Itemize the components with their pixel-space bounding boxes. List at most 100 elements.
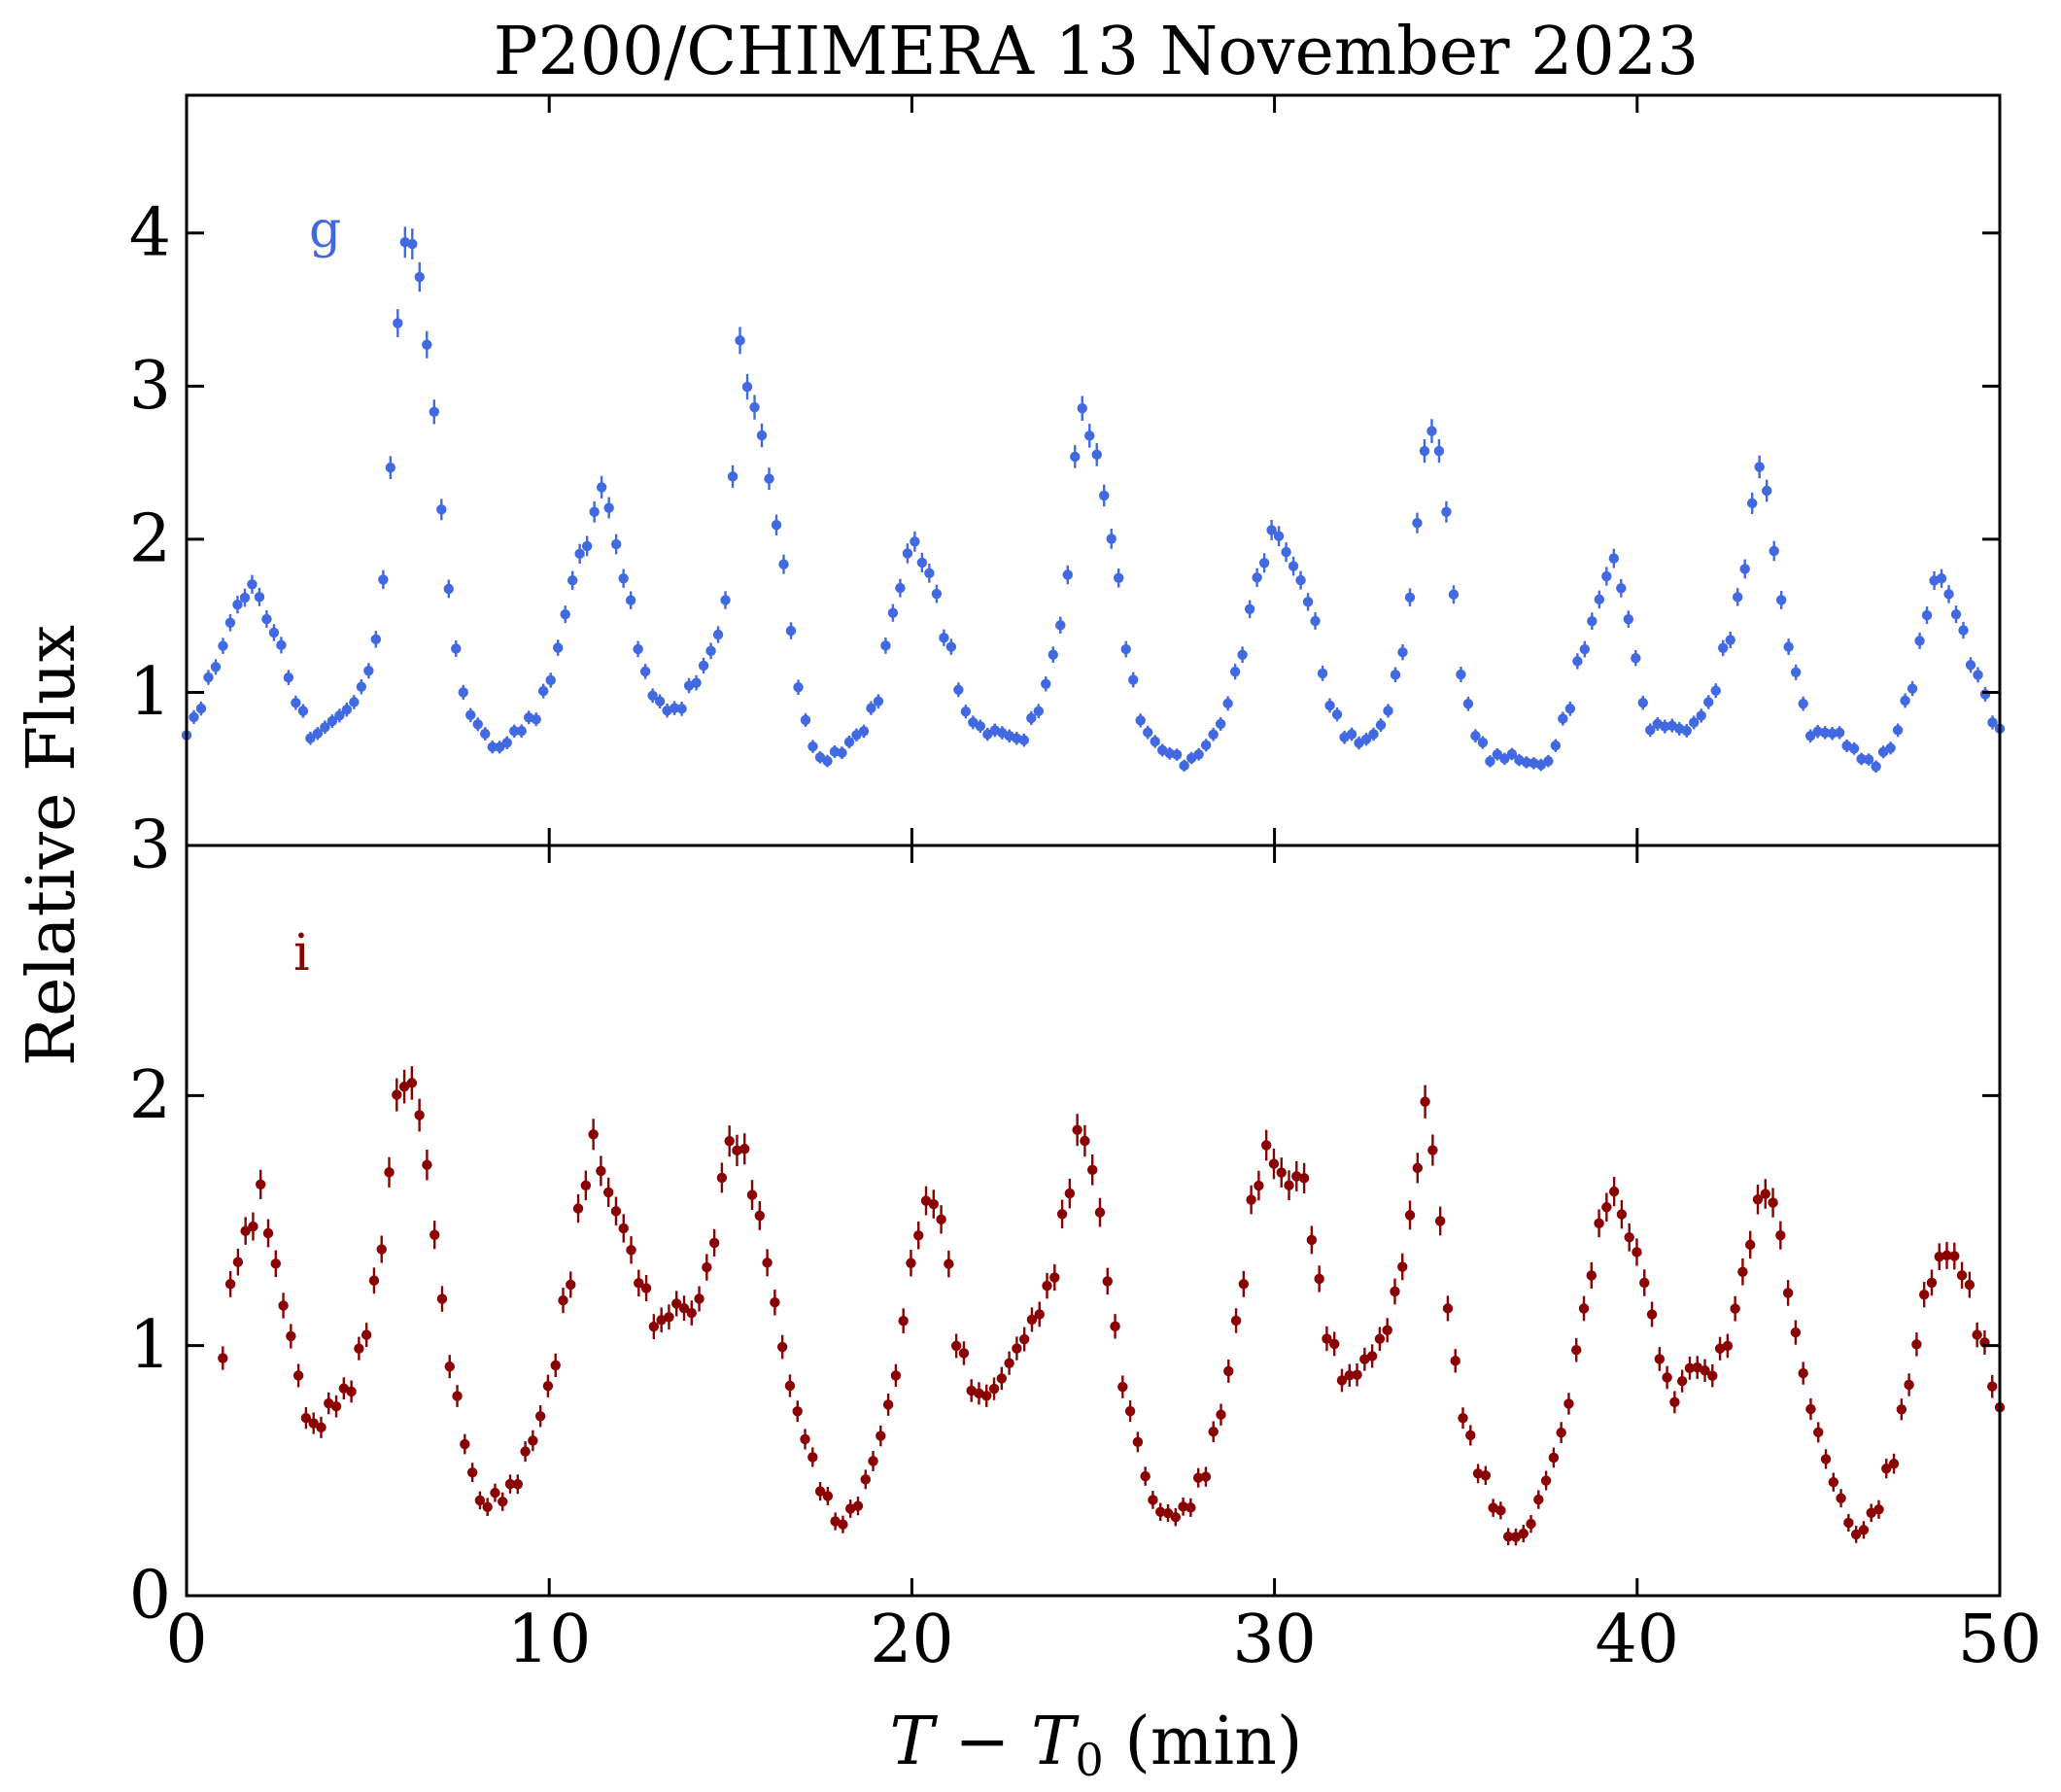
ytick-label-i-0: 0 (129, 1558, 171, 1635)
data-point-i-208 (1790, 1327, 1802, 1338)
data-point-g-212 (1725, 635, 1735, 645)
data-point-i-129 (1192, 1472, 1204, 1483)
data-point-i-185 (1616, 1209, 1628, 1220)
data-point-i-141 (1284, 1180, 1294, 1190)
data-point-g-78 (749, 401, 760, 413)
data-point-g-124 (1084, 431, 1095, 441)
data-point-g-242 (1943, 589, 1954, 600)
data-point-g-14 (283, 672, 294, 683)
data-point-g-24 (356, 681, 367, 692)
data-point-g-54 (574, 548, 585, 560)
data-point-g-73 (712, 629, 724, 640)
data-point-i-188 (1639, 1277, 1650, 1289)
data-point-i-225 (1918, 1290, 1930, 1300)
data-point-i-232 (1972, 1329, 1982, 1340)
data-point-g-57 (596, 482, 607, 493)
data-point-g-44 (501, 738, 512, 748)
data-point-i-36 (490, 1487, 500, 1499)
data-point-g-244 (1958, 625, 1969, 636)
data-point-i-25 (406, 1078, 418, 1088)
data-point-i-27 (422, 1159, 432, 1170)
data-point-g-35 (436, 504, 447, 515)
data-point-g-206 (1681, 725, 1692, 737)
data-point-i-187 (1632, 1247, 1642, 1258)
data-point-g-84 (793, 681, 804, 693)
data-point-g-136 (1171, 749, 1183, 760)
data-point-i-128 (1185, 1502, 1196, 1513)
i-band-label: i (293, 924, 310, 982)
data-point-g-166 (1390, 670, 1401, 680)
data-point-i-171 (1510, 1532, 1522, 1542)
data-point-i-229 (1949, 1251, 1960, 1261)
data-point-g-10 (254, 592, 265, 603)
data-point-i-114 (1080, 1135, 1090, 1147)
data-point-i-34 (474, 1495, 486, 1506)
data-point-g-143 (1222, 698, 1233, 709)
data-point-i-29 (436, 1293, 448, 1304)
data-point-i-55 (634, 1278, 644, 1289)
data-point-i-136 (1246, 1194, 1256, 1205)
data-point-g-7 (232, 599, 243, 610)
data-point-i-28 (429, 1229, 440, 1240)
data-point-g-192 (1579, 643, 1591, 655)
data-point-i-105 (1012, 1343, 1022, 1354)
data-point-g-6 (224, 617, 236, 628)
data-point-i-227 (1934, 1251, 1944, 1262)
data-point-g-225 (1819, 727, 1831, 739)
data-point-i-177 (1556, 1427, 1566, 1438)
data-point-i-51 (602, 1187, 614, 1198)
data-point-i-78 (807, 1452, 818, 1463)
data-point-i-57 (648, 1321, 660, 1332)
ytick-label-i-3: 3 (129, 808, 171, 884)
g-band-label: g (309, 201, 341, 259)
data-point-i-182 (1594, 1218, 1604, 1229)
data-point-i-226 (1926, 1277, 1938, 1289)
data-point-g-213 (1733, 592, 1743, 603)
data-point-g-230 (1856, 753, 1867, 765)
data-point-g-52 (560, 608, 570, 620)
data-point-i-43 (542, 1381, 554, 1392)
x-axis-label-unit: (min) (1104, 1704, 1303, 1780)
data-point-i-103 (996, 1373, 1008, 1384)
data-point-i-90 (898, 1315, 909, 1327)
data-point-g-18 (312, 728, 324, 739)
data-point-g-170 (1419, 445, 1430, 457)
data-point-g-29 (393, 318, 403, 328)
data-point-g-177 (1470, 731, 1481, 741)
data-point-i-59 (664, 1312, 674, 1323)
data-point-i-33 (466, 1466, 478, 1478)
ytick-label-i-2: 2 (129, 1057, 171, 1134)
data-point-g-214 (1739, 564, 1750, 574)
data-point-i-231 (1964, 1279, 1975, 1291)
data-point-i-180 (1578, 1303, 1590, 1314)
data-point-g-79 (756, 430, 768, 441)
ytick-label-i-1: 1 (129, 1307, 171, 1384)
data-point-g-209 (1703, 697, 1714, 707)
data-point-i-46 (566, 1279, 576, 1291)
data-point-i-201 (1737, 1266, 1748, 1277)
data-point-i-109 (1042, 1280, 1052, 1292)
data-point-g-169 (1412, 517, 1423, 529)
data-point-i-0 (218, 1353, 228, 1363)
data-point-i-74 (776, 1341, 788, 1353)
data-point-g-123 (1077, 403, 1087, 414)
data-point-i-124 (1155, 1506, 1166, 1517)
data-point-i-115 (1087, 1164, 1098, 1176)
data-point-g-245 (1965, 660, 1976, 671)
data-point-i-181 (1586, 1270, 1597, 1281)
data-point-g-221 (1790, 667, 1802, 678)
data-point-i-116 (1094, 1207, 1106, 1218)
data-point-g-178 (1477, 737, 1489, 748)
data-point-g-156 (1317, 668, 1328, 679)
data-point-g-42 (487, 741, 498, 752)
data-point-g-75 (727, 471, 739, 482)
data-point-g-191 (1572, 656, 1583, 667)
data-point-i-122 (1140, 1470, 1151, 1482)
data-point-g-129 (1120, 643, 1131, 655)
data-point-g-17 (305, 733, 316, 743)
data-point-i-101 (981, 1391, 992, 1401)
data-point-g-188 (1550, 741, 1562, 751)
data-point-g-81 (771, 520, 782, 531)
data-point-i-49 (588, 1129, 599, 1140)
